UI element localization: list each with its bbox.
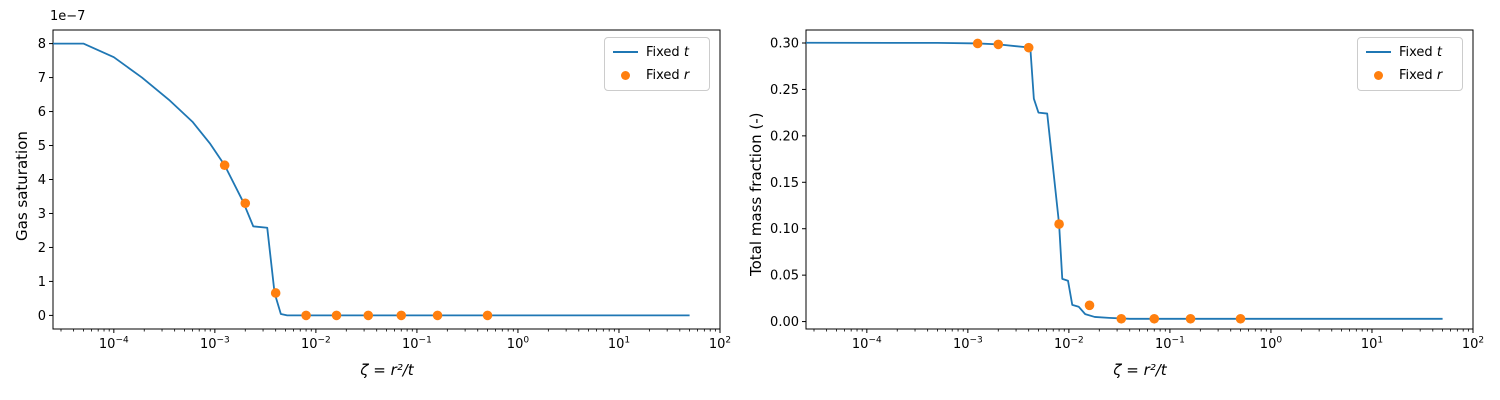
data-point [331, 310, 342, 321]
legend-label: Fixed t [646, 44, 689, 60]
data-point [1185, 313, 1196, 324]
data-point [1149, 313, 1160, 324]
legend-item: Fixed t [1366, 43, 1453, 61]
data-point [1235, 313, 1246, 324]
data-point [219, 160, 230, 171]
line-swatch-icon [1366, 51, 1391, 53]
y-tick-label: 3 [38, 207, 46, 222]
legend-item: Fixed t [613, 43, 700, 61]
data-point [1054, 219, 1064, 229]
y-tick-label: 0.20 [770, 129, 799, 144]
x-tick-label: 10−3 [953, 336, 983, 353]
fixed-t-curve [806, 41, 1443, 320]
legend-dot-sample [613, 69, 638, 81]
data-point [301, 310, 311, 321]
data-point [1116, 313, 1127, 324]
y-tick-label: 5 [38, 139, 46, 154]
y-tick-label: 2 [38, 241, 46, 256]
dot-swatch-icon [1374, 70, 1383, 80]
data-point [363, 310, 374, 321]
y-axis-label-right: Total mass fraction (-) [747, 112, 765, 276]
data-point [270, 288, 281, 298]
legend-item: Fixed r [613, 66, 700, 84]
x-tick-label: 10−1 [1155, 336, 1185, 353]
data-point [240, 198, 251, 209]
fixed-t-curve [53, 42, 690, 317]
legend-label: Fixed r [646, 67, 690, 83]
legend-dot-sample [1366, 69, 1391, 81]
x-axis-label-right: ζ = r²/t [1113, 361, 1167, 379]
y-tick-label: 0.15 [770, 176, 799, 191]
y-tick-label: 0.05 [770, 269, 799, 284]
x-tick-label: 102 [709, 336, 731, 353]
y-tick-label: 0.25 [770, 83, 799, 98]
legend-left: Fixed t Fixed r [604, 37, 710, 91]
legend-right: Fixed t Fixed r [1357, 37, 1463, 91]
x-tick-label: 102 [1462, 336, 1484, 353]
fixed-r-points [219, 160, 493, 321]
y-tick-label: 0.00 [770, 315, 799, 330]
x-tick-label: 10−3 [200, 336, 230, 353]
y-axis-label-left: Gas saturation [13, 131, 31, 241]
y-axis-offset-text: 1e−7 [50, 9, 86, 24]
x-tick-label: 10−4 [852, 336, 882, 353]
x-tick-label: 101 [608, 336, 630, 353]
x-tick-label: 100 [1260, 336, 1283, 353]
y-tick-label: 4 [38, 173, 46, 188]
data-point [1084, 300, 1095, 311]
x-tick-label: 10−2 [301, 336, 331, 353]
legend-line-sample [1366, 46, 1391, 58]
y-tick-label: 6 [38, 105, 46, 120]
legend-label: Fixed r [1399, 67, 1443, 83]
y-tick-label: 1 [38, 275, 46, 290]
y-tick-label: 0 [38, 309, 46, 324]
data-point [396, 310, 407, 321]
y-tick-label: 8 [38, 37, 46, 52]
x-tick-label: 100 [507, 336, 530, 353]
x-tick-label: 10−1 [402, 336, 432, 353]
y-tick-label: 0.30 [770, 37, 799, 52]
data-point [1023, 42, 1034, 53]
data-point [482, 310, 493, 321]
y-tick-label: 0.10 [770, 222, 799, 237]
y-tick-label: 7 [38, 71, 46, 86]
legend-item: Fixed r [1366, 66, 1453, 84]
dot-swatch-icon [621, 70, 630, 80]
x-tick-label: 10−2 [1054, 336, 1084, 353]
line-swatch-icon [613, 51, 638, 53]
legend-line-sample [613, 46, 638, 58]
fixed-r-points [972, 38, 1246, 324]
data-point [432, 310, 443, 321]
data-point [972, 38, 983, 49]
x-tick-label: 10−4 [99, 336, 129, 353]
legend-label: Fixed t [1399, 44, 1442, 60]
data-point [993, 39, 1004, 50]
x-tick-label: 101 [1361, 336, 1383, 353]
x-axis-label-left: ζ = r²/t [360, 361, 414, 379]
